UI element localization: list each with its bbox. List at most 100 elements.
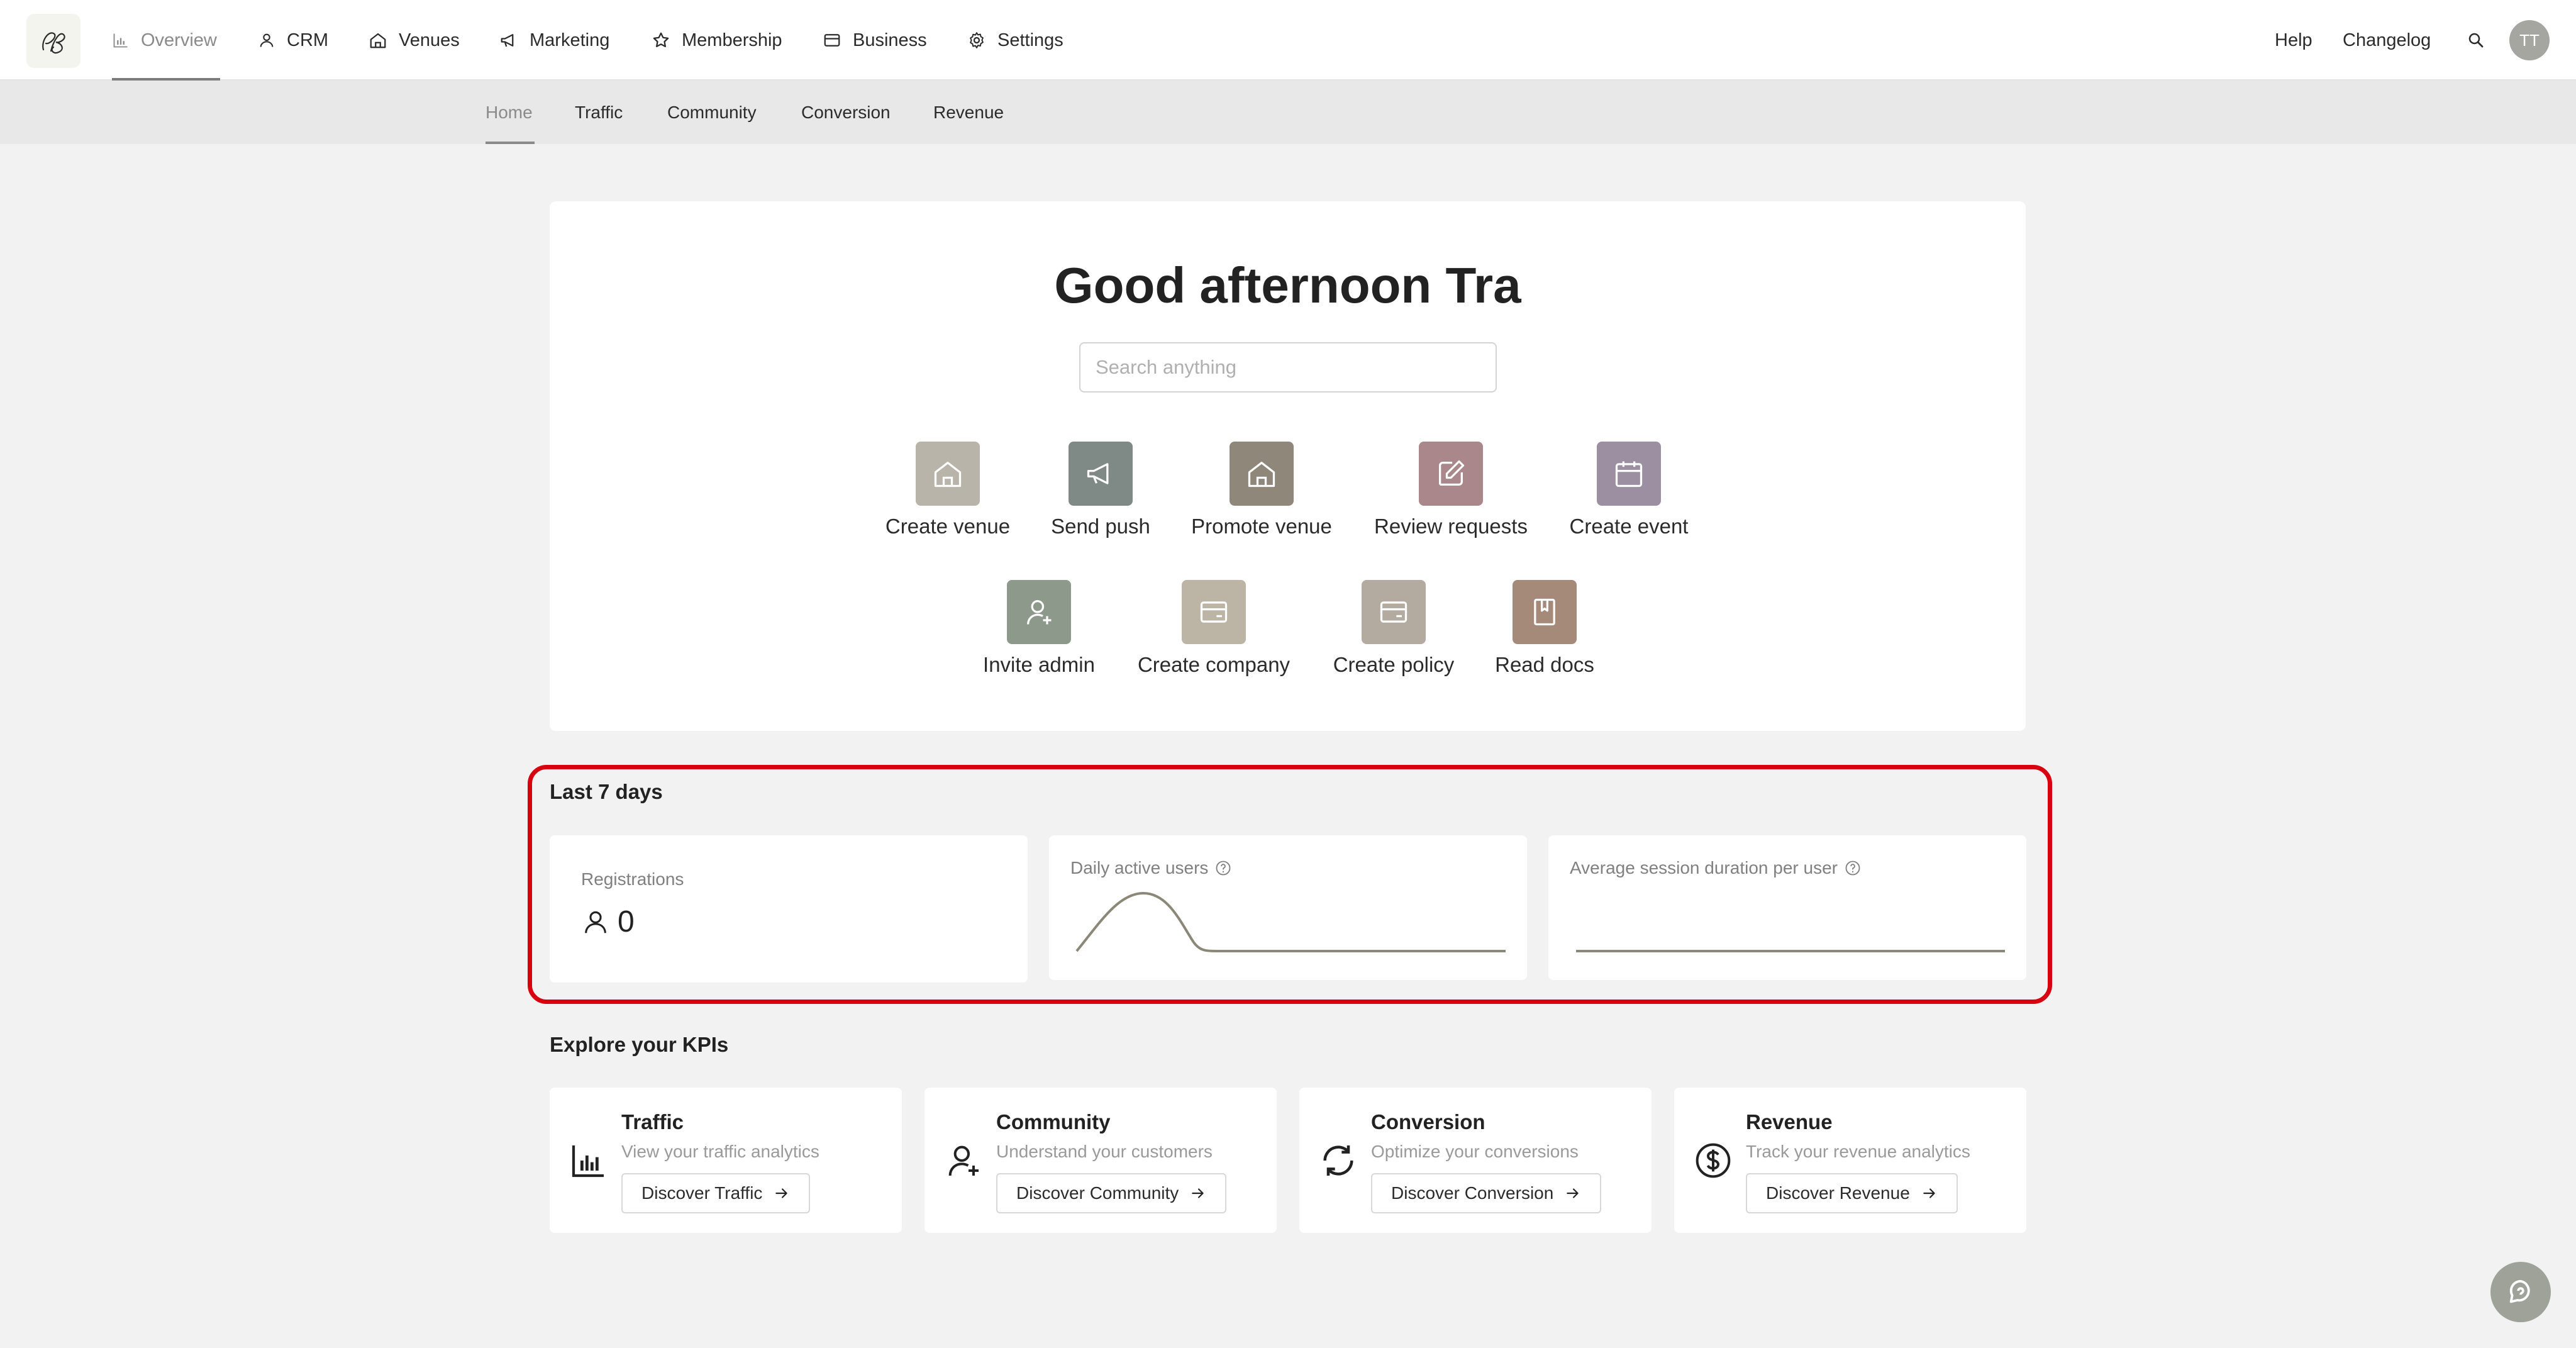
card-icon	[1200, 601, 1228, 623]
arrow-right-icon	[1567, 1188, 1579, 1198]
home-icon	[370, 33, 386, 48]
send-push-label: Send push	[1051, 515, 1150, 538]
search-icon	[2468, 33, 2484, 48]
session-sparkline	[1576, 950, 2005, 952]
nav-marketing-label: Marketing	[530, 30, 610, 50]
registrations-label: Registrations	[581, 869, 684, 889]
calendar-icon	[1615, 461, 1643, 487]
nav-settings-label: Settings	[997, 30, 1063, 50]
megaphone-icon	[501, 34, 514, 47]
read-docs-tile	[1513, 580, 1577, 644]
avatar[interactable]: TT	[2509, 20, 2550, 60]
discover-conversion-button[interactable]: Discover Conversion	[1371, 1173, 1602, 1213]
read-docs-label: Read docs	[1495, 653, 1594, 676]
sub-navigation: Home Traffic Community Conversion Revenu…	[0, 81, 2576, 144]
nav-membership[interactable]: Membership	[652, 0, 782, 81]
logo-icon	[42, 32, 65, 54]
help-circle-icon[interactable]	[1214, 859, 1232, 877]
read-docs-button[interactable]: Read docs	[1444, 580, 1645, 687]
nav-business[interactable]: Business	[823, 0, 927, 81]
nav-business-label: Business	[853, 30, 927, 50]
promote-venue-label: Promote venue	[1191, 515, 1332, 538]
kpis-title: Explore your KPIs	[550, 1033, 729, 1056]
kpi-conversion-subtitle: Optimize your conversions	[1371, 1142, 1579, 1161]
discover-conversion-label: Discover Conversion	[1391, 1183, 1554, 1203]
chat-support-button[interactable]	[2490, 1262, 2551, 1322]
discover-traffic-label: Discover Traffic	[641, 1183, 763, 1203]
card-icon	[1380, 601, 1407, 623]
create-policy-button[interactable]: Create policy	[1293, 580, 1494, 687]
discover-revenue-button[interactable]: Discover Revenue	[1746, 1173, 1958, 1213]
create-venue-label: Create venue	[885, 515, 1011, 538]
review-requests-button[interactable]: Review requests	[1350, 442, 1552, 549]
invite-admin-button[interactable]: Invite admin	[938, 580, 1140, 687]
nav-overview[interactable]: Overview	[112, 0, 217, 81]
nav-marketing[interactable]: Marketing	[499, 0, 609, 81]
nav-venues[interactable]: Venues	[369, 0, 460, 81]
send-push-button[interactable]: Send push	[1000, 442, 1201, 549]
subnav-community[interactable]: Community	[667, 102, 757, 122]
promote-venue-tile	[1230, 442, 1294, 506]
kpi-card-conversion: Conversion Optimize your conversions Dis…	[1299, 1088, 1652, 1233]
user-icon	[585, 911, 606, 933]
discover-community-button[interactable]: Discover Community	[996, 1173, 1227, 1213]
create-policy-tile	[1362, 580, 1426, 644]
dollar-icon	[1696, 1143, 1731, 1178]
create-event-button[interactable]: Create event	[1528, 442, 1729, 549]
create-company-tile	[1182, 580, 1246, 644]
create-event-label: Create event	[1569, 515, 1689, 538]
kpi-revenue-subtitle: Track your revenue analytics	[1746, 1142, 1970, 1161]
refresh-icon	[1323, 1145, 1353, 1176]
search-button[interactable]	[2467, 0, 2485, 81]
subnav-traffic[interactable]: Traffic	[575, 102, 623, 122]
nav-settings[interactable]: Settings	[967, 0, 1063, 81]
kpi-community-title: Community	[996, 1110, 1111, 1134]
kpi-revenue-title: Revenue	[1746, 1110, 1833, 1134]
promote-venue-button[interactable]: Promote venue	[1161, 442, 1362, 549]
megaphone-icon	[1087, 463, 1109, 484]
search-input[interactable]	[1079, 342, 1497, 393]
subnav-revenue[interactable]: Revenue	[933, 102, 1004, 122]
home-icon	[934, 462, 962, 487]
user-plus-icon	[1027, 600, 1052, 625]
nav-membership-label: Membership	[682, 30, 782, 50]
session-duration-card: Average session duration per user	[1548, 835, 2026, 980]
user-icon	[260, 33, 274, 47]
help-circle-icon[interactable]	[1844, 859, 1862, 877]
create-venue-tile	[916, 442, 980, 506]
nav-crm[interactable]: CRM	[258, 0, 328, 81]
chart-icon	[113, 33, 128, 48]
book-icon	[1534, 598, 1555, 626]
dau-label: Daily active users	[1070, 858, 1209, 877]
gear-icon	[970, 32, 984, 48]
discover-revenue-label: Discover Revenue	[1766, 1183, 1910, 1203]
last-7-days-title: Last 7 days	[550, 780, 663, 803]
changelog-link[interactable]: Changelog	[2343, 30, 2431, 50]
logo[interactable]	[26, 14, 80, 68]
home-icon	[1248, 462, 1275, 487]
dau-sparkline	[1075, 891, 1506, 952]
kpi-card-revenue: Revenue Track your revenue analytics Dis…	[1674, 1088, 2026, 1233]
nav-overview-label: Overview	[141, 30, 217, 50]
invite-admin-label: Invite admin	[983, 653, 1095, 676]
daily-active-users-card: Daily active users	[1049, 835, 1527, 980]
create-company-button[interactable]: Create company	[1113, 580, 1314, 687]
subnav-active-indicator	[486, 142, 535, 144]
registrations-card: Registrations 0	[550, 835, 1028, 983]
subnav-home[interactable]: Home	[486, 102, 533, 122]
registrations-value-row: 0	[581, 905, 635, 939]
kpi-card-traffic: Traffic View your traffic analytics Disc…	[550, 1088, 902, 1233]
star-icon	[653, 32, 669, 47]
nav-active-indicator	[112, 78, 220, 81]
discover-traffic-button[interactable]: Discover Traffic	[621, 1173, 811, 1213]
highlight-box	[528, 765, 2052, 1004]
create-venue-button[interactable]: Create venue	[847, 442, 1048, 549]
send-push-tile	[1069, 442, 1133, 506]
kpi-card-community: Community Understand your customers Disc…	[924, 1088, 1277, 1233]
create-company-label: Create company	[1137, 653, 1291, 676]
nav-crm-label: CRM	[287, 30, 329, 50]
help-link[interactable]: Help	[2275, 30, 2312, 50]
page-title: Good afternoon Tra	[1054, 257, 1521, 313]
subnav-conversion[interactable]: Conversion	[801, 102, 891, 122]
nav-venues-label: Venues	[399, 30, 460, 50]
